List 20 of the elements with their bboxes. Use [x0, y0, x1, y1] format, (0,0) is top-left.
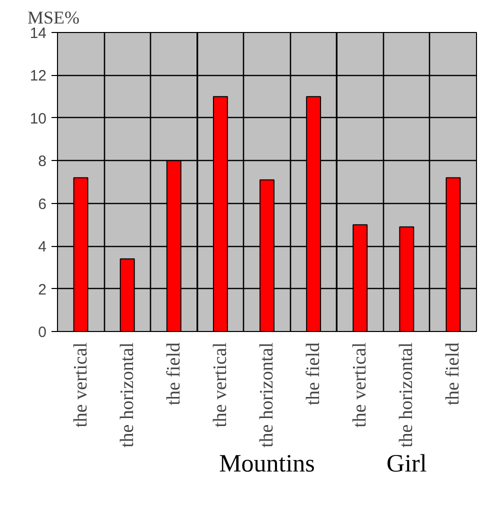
y-tick-label: 2 [38, 281, 46, 298]
y-tick-label: 12 [30, 68, 47, 85]
x-tick-label: the field [442, 342, 464, 406]
y-tick-label: 4 [38, 238, 46, 256]
y-tick-label: 14 [30, 25, 47, 42]
x-tick-label: the horizontal [256, 342, 278, 448]
x-tick-label: the vertical [70, 342, 92, 428]
x-tick-label: the field [303, 342, 324, 406]
y-tick-label: 8 [38, 153, 46, 170]
x-tick-label: the field [163, 342, 184, 406]
text: Girl [386, 450, 427, 478]
y-tick-label: 0 [38, 324, 46, 341]
y-axis-title: MSE% [28, 8, 80, 28]
x-tick-label: the horizontal [396, 342, 418, 448]
text: Mountins [219, 450, 315, 478]
y-tick-label: 6 [38, 196, 46, 213]
x-tick-label: the horizontal [116, 342, 138, 448]
y-tick-label: 10 [30, 110, 47, 128]
x-tick-label: the vertical [210, 342, 231, 428]
x-tick-label: the vertical [350, 342, 371, 428]
